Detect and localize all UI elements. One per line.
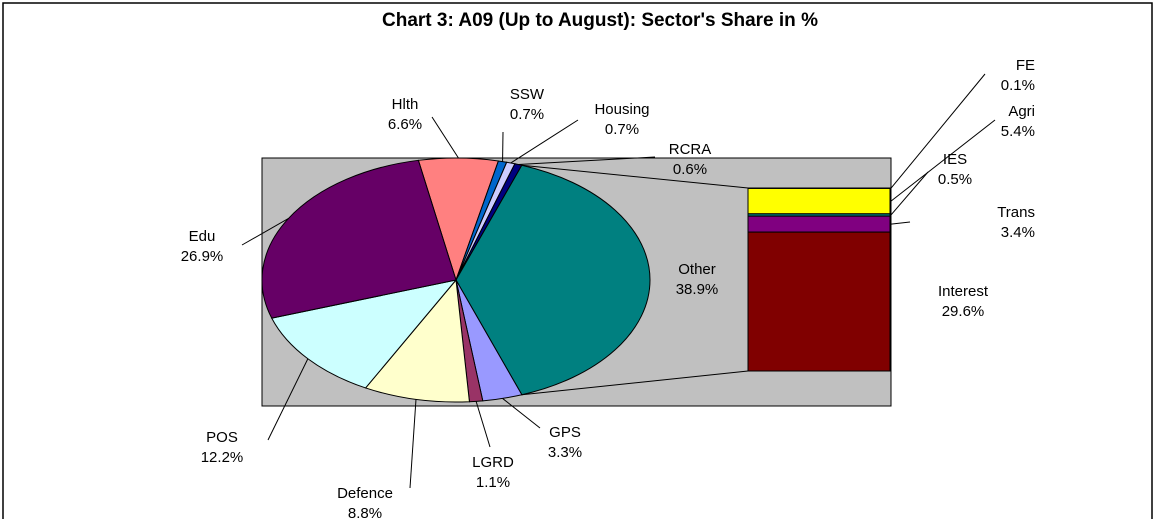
slice-name: RCRA — [669, 141, 712, 158]
slice-name: POS — [206, 429, 238, 446]
segment-value: 5.4% — [1001, 123, 1035, 140]
leader-line — [409, 399, 417, 489]
slice-value: 6.6% — [388, 116, 422, 133]
slice-value: 0.6% — [673, 161, 707, 178]
leader-line — [510, 119, 579, 164]
slice-value: 0.7% — [605, 121, 639, 138]
bar-segment — [747, 215, 891, 233]
slice-value: 8.8% — [348, 505, 382, 519]
slice-value: 0.7% — [510, 106, 544, 123]
leader-line — [431, 116, 459, 159]
leader-line — [890, 171, 929, 216]
segment-name: FE — [1016, 57, 1035, 74]
slice-name: Defence — [337, 485, 393, 502]
segment-name: Trans — [997, 204, 1035, 221]
segment-name: IES — [943, 151, 967, 168]
leader-line — [267, 358, 309, 441]
bar-segment — [747, 187, 891, 215]
slice-name: Hlth — [392, 96, 419, 113]
slice-value: 38.9% — [676, 281, 719, 298]
segment-value: 29.6% — [942, 303, 985, 320]
leader-line — [890, 221, 911, 225]
slice-name: Other — [678, 261, 716, 278]
leader-line — [502, 398, 541, 429]
chart-title: Chart 3: A09 (Up to August): Sector's Sh… — [382, 10, 818, 31]
connector — [521, 370, 749, 396]
segment-value: 0.5% — [938, 171, 972, 188]
segment-value: 3.4% — [1001, 224, 1035, 241]
leader-line — [518, 156, 656, 165]
slice-name: GPS — [549, 424, 581, 441]
leader-line — [890, 73, 986, 189]
slice-value: 3.3% — [548, 444, 582, 461]
slice-name: Edu — [189, 228, 216, 245]
pie-slice — [261, 159, 457, 319]
pie-slice — [270, 279, 458, 389]
segment-value: 0.1% — [1001, 77, 1035, 94]
slice-value: 26.9% — [181, 248, 224, 265]
slice-name: SSW — [510, 86, 545, 103]
pie-slice — [455, 164, 651, 396]
connector — [521, 164, 749, 189]
segment-name: Agri — [1008, 103, 1035, 120]
leader-line — [241, 218, 289, 246]
leader-line — [475, 401, 491, 448]
segment-name: Interest — [938, 283, 989, 300]
bar-segment — [747, 231, 891, 372]
slice-name: LGRD — [472, 454, 514, 471]
slice-value: 1.1% — [476, 474, 510, 491]
leader-line — [890, 119, 996, 202]
slice-value: 12.2% — [201, 449, 244, 466]
slice-name: Housing — [594, 101, 649, 118]
